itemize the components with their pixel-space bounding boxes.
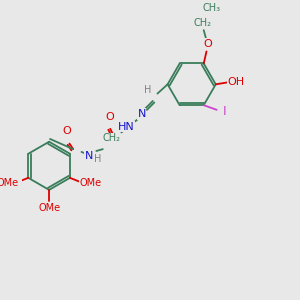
Text: OMe: OMe	[79, 178, 101, 188]
Text: CH₂: CH₂	[194, 18, 212, 28]
Text: N: N	[85, 151, 93, 160]
Text: I: I	[223, 105, 227, 118]
Text: HN: HN	[118, 122, 134, 132]
Text: O: O	[105, 112, 114, 122]
Text: CH₃: CH₃	[203, 3, 221, 13]
Text: OMe: OMe	[38, 203, 60, 213]
Text: CH₂: CH₂	[102, 133, 120, 143]
Text: H: H	[94, 154, 101, 164]
Text: OH: OH	[228, 76, 245, 87]
Text: N: N	[137, 109, 146, 119]
Text: H: H	[144, 85, 151, 95]
Text: O: O	[62, 126, 71, 136]
Text: OMe: OMe	[0, 178, 19, 188]
Text: O: O	[203, 39, 212, 49]
